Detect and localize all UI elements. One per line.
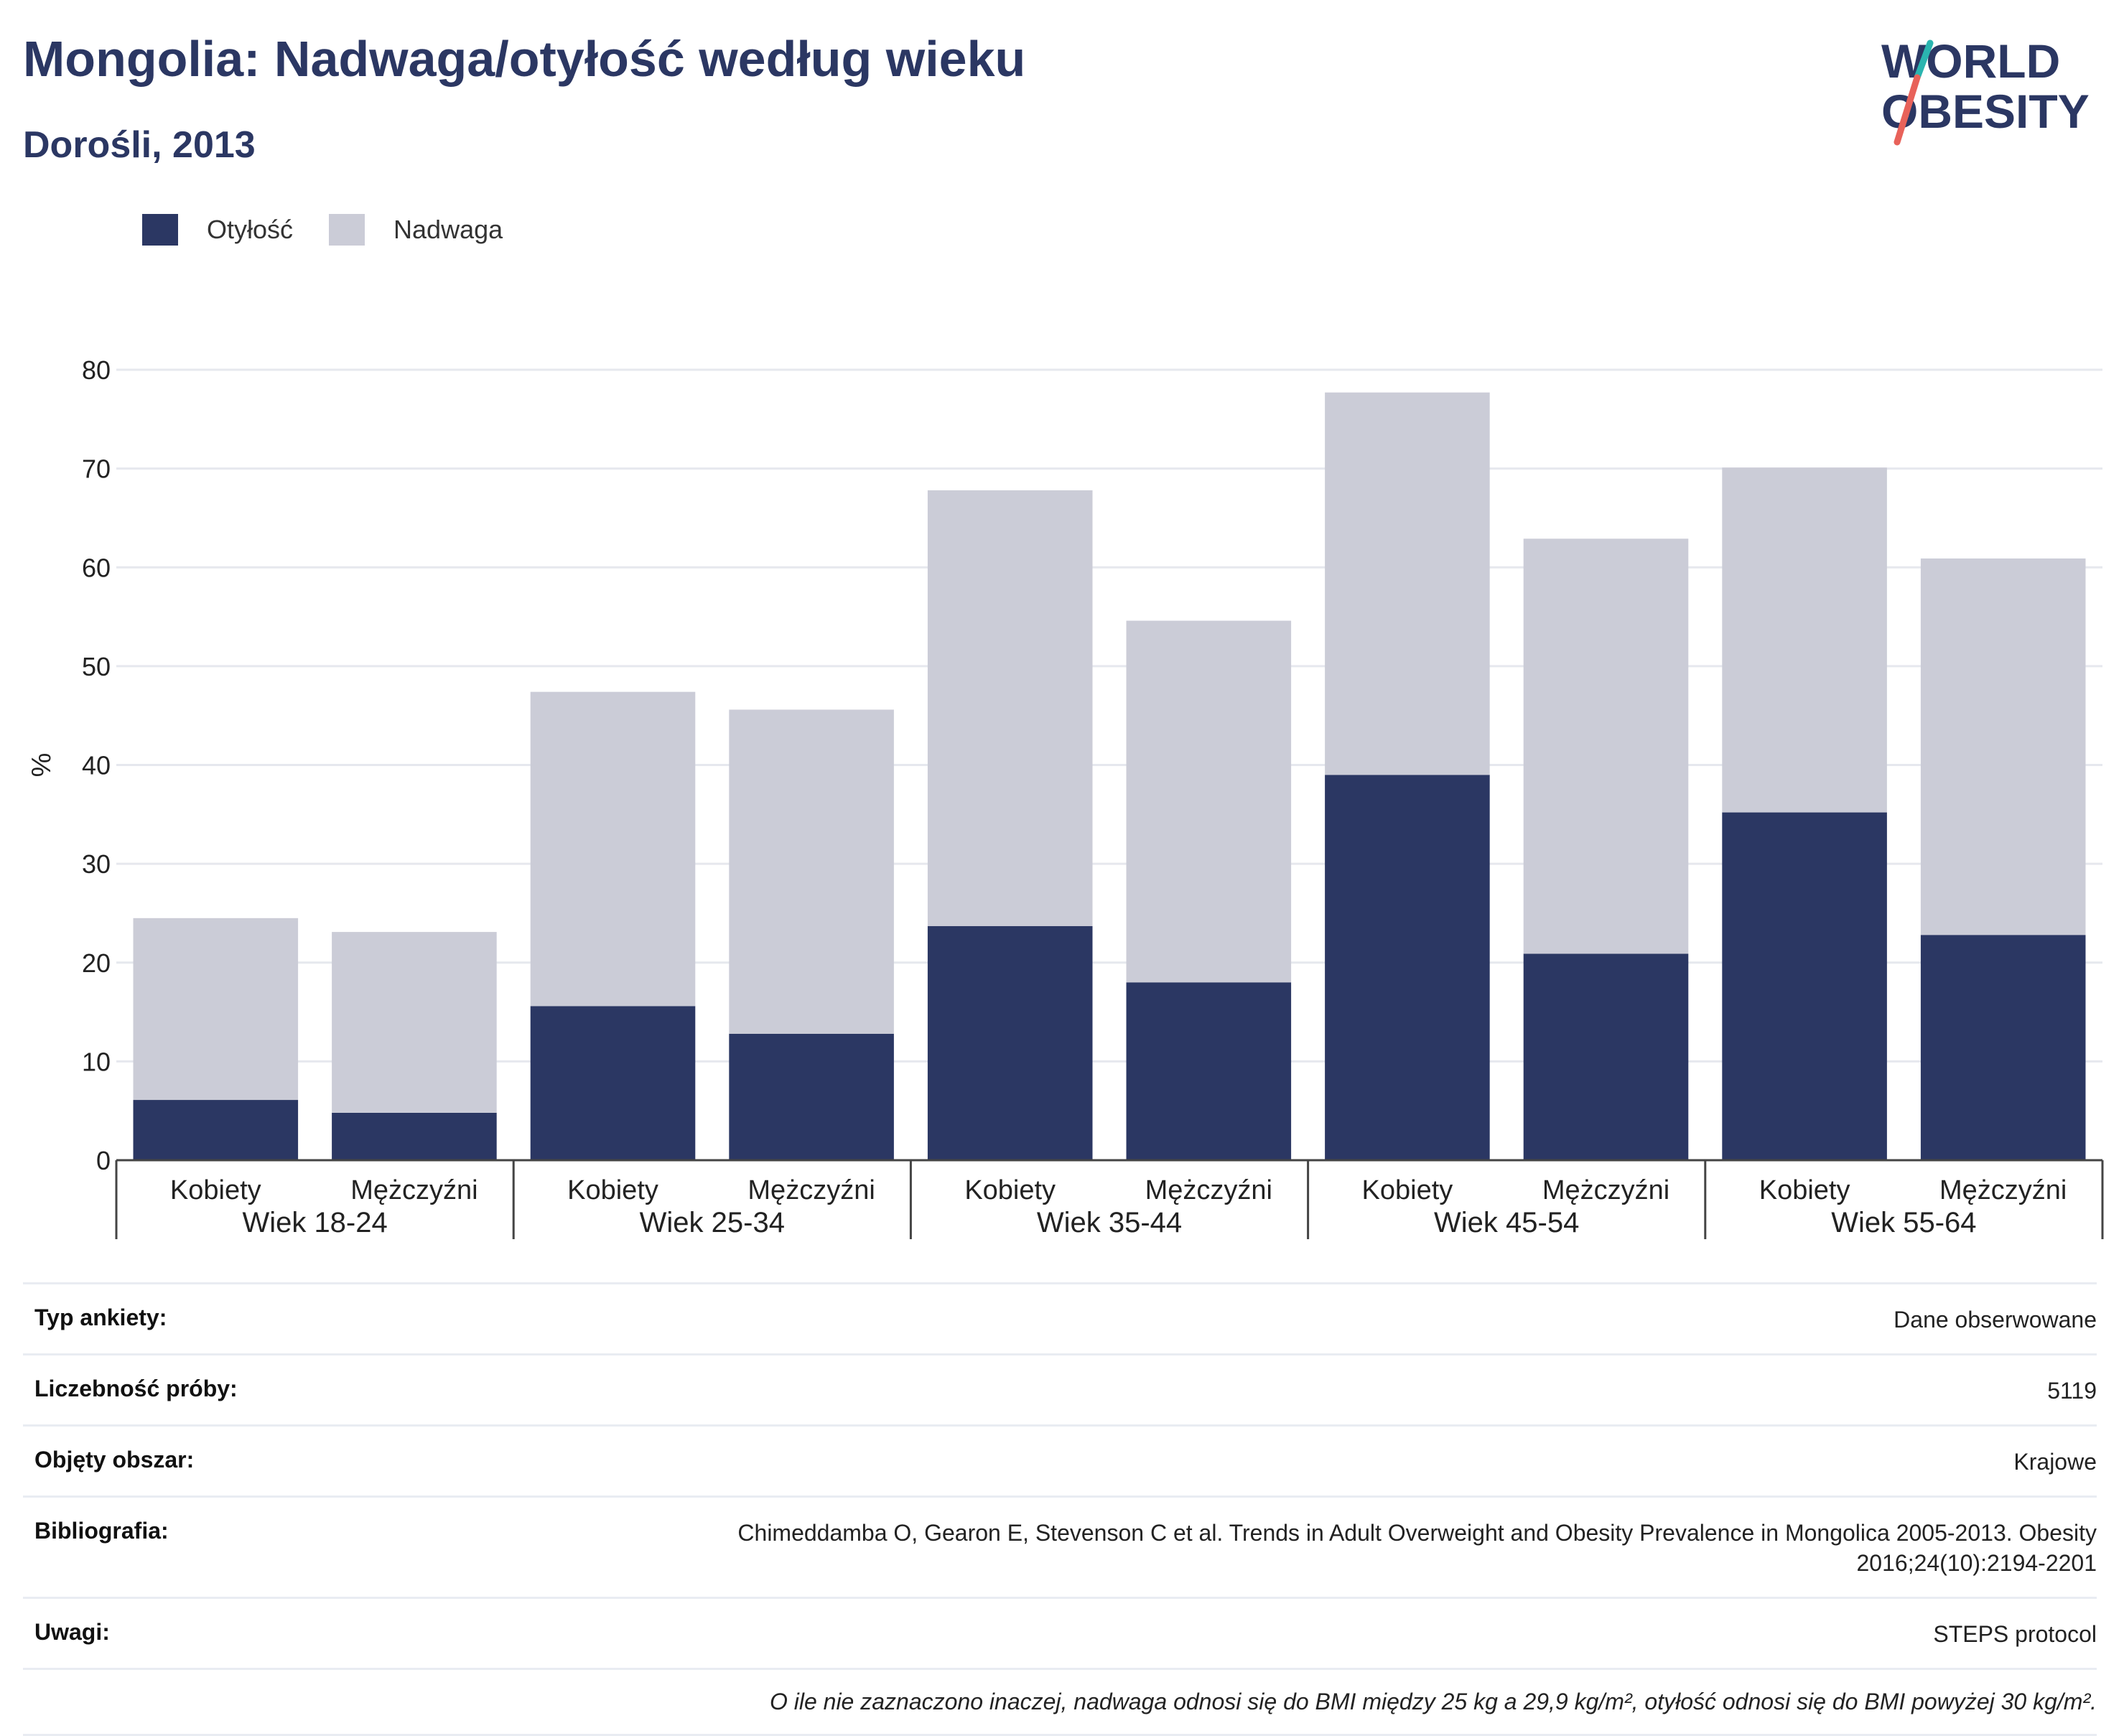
bar-overweight [133,918,299,1101]
bar-overweight [1126,620,1292,983]
bar-obesity [1722,812,1887,1160]
bar-overweight [332,932,497,1113]
group-label: Wiek 35-44 [1037,1207,1182,1238]
bar-overweight [1325,392,1490,775]
svg-text:WORLD: WORLD [1881,34,2060,88]
bar-obesity [1325,775,1490,1160]
bar-obesity [729,1033,894,1160]
x-tick-label: Kobiety [1362,1175,1453,1205]
bar-obesity [1126,982,1292,1160]
bar-obesity [332,1112,497,1160]
chart-subtitle: Dorośli, 2013 [23,124,256,166]
svg-text:OBESITY: OBESITY [1881,85,2090,138]
bmi-footnote: O ile nie zaznaczono inaczej, nadwaga od… [23,1668,2097,1736]
info-key: Typ ankiety: [34,1305,167,1330]
info-key: Liczebność próby: [34,1376,238,1401]
legend: Otyłość Nadwaga [142,214,539,246]
group-label: Wiek 45-54 [1434,1207,1579,1238]
group-label: Wiek 55-64 [1831,1207,1976,1238]
stacked-bar-chart: 0 10 20 30 40 50 60 70 80% Kobiety Mężczyźni Kobiet… [27,355,2104,1239]
y-tick-label: 60 [82,553,111,582]
info-value: Dane obserwowane [1894,1307,2097,1333]
bar-overweight [927,490,1093,926]
bar-obesity [530,1006,696,1160]
info-value: Chimeddamba O, Gearon E, Stevenson C et … [737,1520,2097,1576]
x-tick-label: Mężczyźni [747,1175,875,1205]
info-row-bibliography: Bibliografia: Chimeddamba O, Gearon E, S… [23,1495,2097,1597]
info-key: Objęty obszar: [34,1447,195,1473]
x-tick-label: Kobiety [170,1175,261,1205]
info-key: Bibliografia: [34,1518,169,1544]
info-key: Uwagi: [34,1619,110,1645]
legend-label-obesity: Otyłość [207,215,294,244]
info-row-survey-type: Typ ankiety: Dane obserwowane [23,1282,2097,1353]
info-value: Krajowe [2013,1449,2097,1475]
y-tick-label: 40 [82,751,111,780]
y-tick-label: 20 [82,948,111,978]
bar-obesity [927,925,1093,1160]
world-obesity-logo: WORLD OBESITY [1881,34,2090,146]
y-tick-label: 10 [82,1047,111,1076]
legend-item-overweight[interactable]: Nadwaga [329,214,503,246]
y-tick-label: 50 [82,652,111,681]
x-tick-label: Kobiety [567,1175,658,1205]
info-table: Typ ankiety: Dane obserwowane Liczebność… [23,1282,2097,1736]
x-tick-label: Mężczyźni [1542,1175,1669,1205]
x-tick-label: Kobiety [964,1175,1056,1205]
group-label: Wiek 25-34 [640,1207,785,1238]
x-tick-label: Mężczyźni [350,1175,478,1205]
group-label: Wiek 18-24 [242,1207,387,1238]
legend-swatch-obesity [142,214,178,246]
bar-overweight [1722,467,1887,813]
chart-title: Mongolia: Nadwaga/otyłość według wieku [23,31,1026,87]
bar-obesity [1523,953,1689,1160]
bar-overweight [1523,538,1689,954]
info-row-sample-size: Liczebność próby: 5119 [23,1353,2097,1424]
y-tick-label: 0 [96,1146,111,1175]
legend-label-overweight: Nadwaga [393,215,503,244]
y-tick-label: 80 [82,355,111,385]
x-tick-label: Mężczyźni [1939,1175,2067,1205]
y-tick-label: 30 [82,849,111,879]
legend-swatch-overweight [329,214,365,246]
info-value: STEPS protocol [1933,1621,2097,1647]
bar-overweight [530,691,696,1007]
bar-obesity [1920,935,2086,1160]
bar-obesity [133,1100,299,1160]
info-row-notes: Uwagi: STEPS protocol [23,1597,2097,1668]
x-tick-label: Kobiety [1759,1175,1850,1205]
y-axis-label: % [27,753,57,778]
info-row-area: Objęty obszar: Krajowe [23,1424,2097,1495]
legend-item-obesity[interactable]: Otyłość [142,214,293,246]
bar-overweight [729,709,894,1034]
bar-overweight [1920,558,2086,935]
info-value: 5119 [2047,1378,2097,1404]
y-tick-label: 70 [82,454,111,484]
x-tick-label: Mężczyźni [1145,1175,1272,1205]
